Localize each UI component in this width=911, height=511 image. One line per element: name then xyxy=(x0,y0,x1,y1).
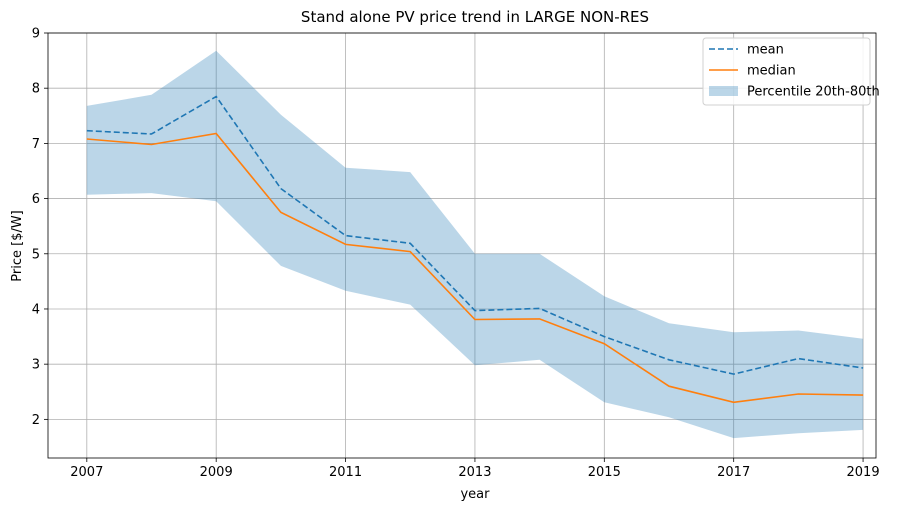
legend-box xyxy=(702,37,871,106)
legend-band-label: Percentile 20th-80th xyxy=(747,85,880,100)
x-tick-label: 2015 xyxy=(588,465,621,480)
y-tick-label: 8 xyxy=(32,82,40,97)
x-axis: 2007 2009 2011 2013 2015 2017 2019 xyxy=(70,458,880,480)
y-axis: 2 3 4 5 6 7 8 9 xyxy=(32,27,48,428)
percentile-band xyxy=(86,50,864,439)
legend: mean median Percentile 20th-80th xyxy=(702,37,880,106)
x-tick-label: 2019 xyxy=(847,465,880,480)
y-tick-label: 5 xyxy=(32,247,40,262)
y-tick-label: 7 xyxy=(32,137,40,152)
y-tick-label: 9 xyxy=(32,27,40,42)
x-tick-label: 2017 xyxy=(717,465,750,480)
mean-line xyxy=(86,95,864,375)
x-tick-label: 2013 xyxy=(458,465,491,480)
legend-mean-label: mean xyxy=(747,43,784,58)
legend-band-swatch xyxy=(709,86,738,96)
axes-frame xyxy=(47,32,877,459)
y-tick-label: 4 xyxy=(32,302,40,317)
y-tick-label: 2 xyxy=(32,413,40,428)
x-tick-label: 2009 xyxy=(200,465,233,480)
x-tick-label: 2007 xyxy=(70,465,103,480)
legend-median-label: median xyxy=(747,64,796,79)
y-tick-label: 3 xyxy=(32,358,40,373)
chart-title: Stand alone PV price trend in LARGE NON-… xyxy=(301,8,649,26)
x-tick-label: 2011 xyxy=(329,465,362,480)
y-tick-label: 6 xyxy=(32,192,40,207)
x-axis-label: year xyxy=(460,487,490,502)
y-axis-label: Price [$/W] xyxy=(10,210,25,282)
median-line xyxy=(86,132,864,404)
